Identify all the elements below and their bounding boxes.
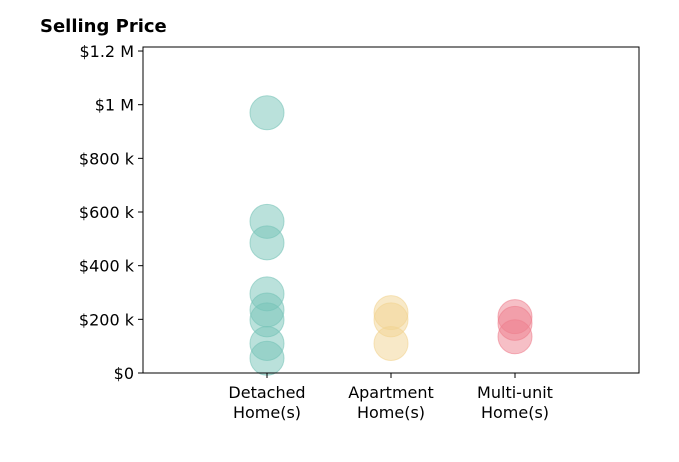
plot-frame [142, 46, 640, 374]
y-tick-label: $1.2 M [79, 42, 134, 61]
x-tick-label: Multi-unit Home(s) [477, 383, 553, 422]
y-tick-label: $400 k [79, 257, 135, 276]
y-tick-label: $200 k [79, 310, 135, 329]
chart-title: Selling Price [40, 16, 167, 37]
data-point [373, 325, 409, 361]
data-point [249, 95, 285, 131]
y-axis: $0 $200 k $400 k $600 k $800 k $1 M $1.2 M [79, 42, 143, 383]
y-tick-label: $1 M [95, 96, 134, 115]
x-tick-label: Apartment Home(s) [348, 383, 434, 422]
y-tick-label: $0 [114, 364, 134, 383]
x-tick-label: Detached Home(s) [228, 383, 305, 422]
y-tick-label: $800 k [79, 149, 135, 168]
data-point [497, 319, 533, 355]
data-points [249, 95, 533, 376]
data-point [249, 340, 285, 376]
data-point [249, 225, 285, 261]
x-axis: Detached Home(s) Apartment Home(s) Multi-uni… [228, 373, 553, 422]
y-tick-label: $600 k [79, 203, 135, 222]
